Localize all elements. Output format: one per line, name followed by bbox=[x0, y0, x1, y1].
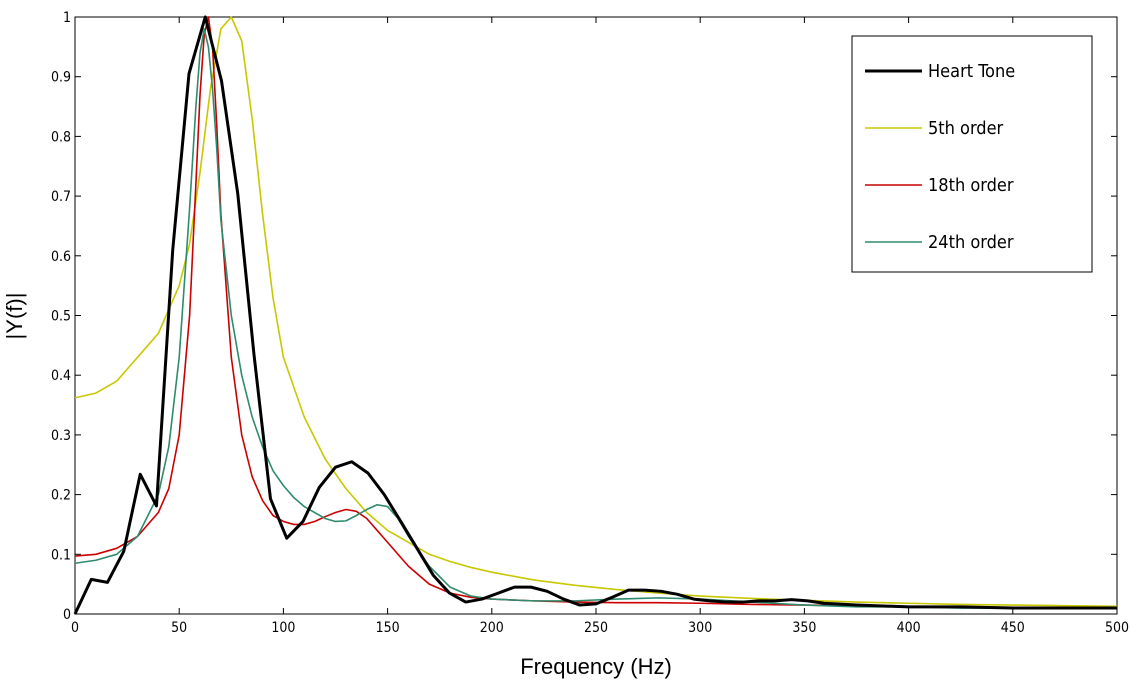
x-tick-label: 0 bbox=[71, 620, 79, 636]
x-axis-title: Frequency (Hz) bbox=[520, 654, 672, 679]
y-tick-label: 0.5 bbox=[51, 309, 71, 325]
legend-label: Heart Tone bbox=[928, 61, 1015, 82]
y-tick-label: 0.8 bbox=[51, 129, 71, 145]
legend: Heart Tone 5th order 18th order 24th order bbox=[851, 35, 1093, 273]
y-tick-label: 0.1 bbox=[51, 547, 71, 563]
axis-ticks: 0 50 100 150 200 250 300 350 400 450 500 0 0.1 0.2 0.3… bbox=[51, 10, 1129, 636]
legend-label: 5th order bbox=[928, 118, 1004, 139]
x-tick-label: 350 bbox=[792, 620, 816, 636]
x-tick-label: 300 bbox=[688, 620, 712, 636]
legend-label: 18th order bbox=[928, 175, 1014, 196]
x-tick-label: 50 bbox=[171, 620, 187, 636]
series-line-heart-tone bbox=[73, 15, 1117, 615]
x-tick-label: 400 bbox=[897, 620, 921, 636]
y-tick-label: 1 bbox=[63, 10, 71, 26]
y-tick-label: 0.3 bbox=[51, 428, 71, 444]
x-tick-label: 100 bbox=[271, 620, 295, 636]
y-tick-label: 0.7 bbox=[51, 189, 71, 205]
y-axis-title: |Y(f)| bbox=[2, 293, 27, 340]
y-tick-label: 0.2 bbox=[51, 488, 71, 504]
x-tick-label: 500 bbox=[1105, 620, 1129, 636]
series-lines bbox=[73, 15, 1118, 615]
legend-box bbox=[851, 35, 1093, 273]
x-tick-label: 150 bbox=[376, 620, 400, 636]
x-tick-label: 450 bbox=[1001, 620, 1025, 636]
y-tick-label: 0.4 bbox=[51, 368, 71, 384]
y-tick-label: 0.9 bbox=[51, 70, 71, 86]
series-line-18th-order bbox=[74, 16, 1118, 609]
y-tick-label: 0 bbox=[63, 607, 71, 623]
legend-label: 24th order bbox=[928, 232, 1014, 253]
y-tick-label: 0.6 bbox=[51, 249, 71, 265]
x-tick-label: 200 bbox=[480, 620, 504, 636]
x-tick-label: 250 bbox=[584, 620, 608, 636]
